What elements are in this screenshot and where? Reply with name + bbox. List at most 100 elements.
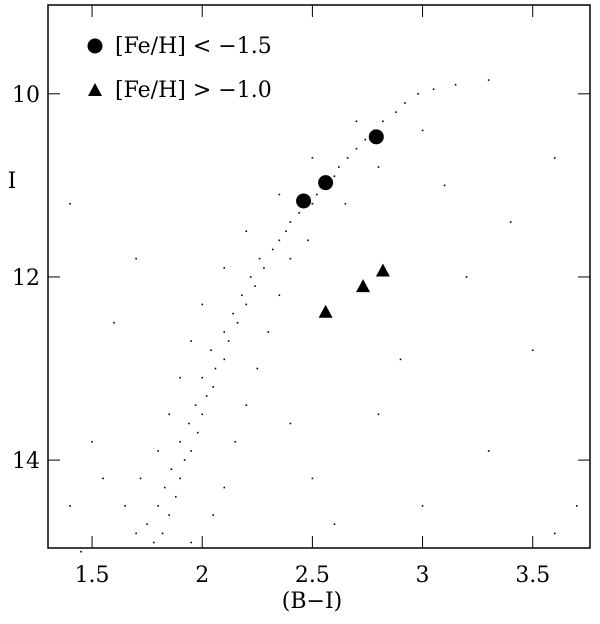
field-star (212, 386, 215, 388)
field-star (194, 404, 197, 406)
circle-point (368, 129, 384, 145)
field-star (245, 230, 248, 232)
field-star (395, 111, 397, 113)
field-star (254, 285, 256, 287)
field-star (487, 79, 490, 81)
field-star (487, 450, 490, 452)
field-star (139, 477, 142, 480)
field-star (344, 202, 347, 205)
field-star (161, 532, 164, 535)
field-star (271, 248, 274, 251)
field-star (168, 514, 170, 516)
field-star (443, 184, 446, 187)
field-star (278, 294, 281, 297)
field-star (157, 505, 159, 507)
x-axis-label: (B−I) (282, 589, 342, 614)
y-tick-label: 12 (12, 266, 40, 291)
field-star (223, 331, 226, 333)
field-star (174, 495, 177, 498)
field-star (382, 120, 384, 123)
field-star (205, 395, 208, 397)
field-star (190, 541, 193, 544)
field-star (465, 276, 468, 278)
field-star (135, 257, 137, 260)
field-star (333, 523, 336, 525)
field-star (91, 440, 93, 443)
field-star (179, 376, 181, 379)
field-star (168, 413, 170, 416)
field-star (245, 303, 248, 306)
field-star (183, 459, 186, 461)
field-star (135, 532, 137, 535)
field-star (311, 477, 314, 480)
field-star (201, 303, 204, 306)
field-star (223, 267, 226, 269)
field-star (355, 120, 358, 123)
field-star (102, 477, 104, 480)
field-star (417, 93, 419, 95)
field-star (188, 422, 190, 425)
y-tick-label: 14 (12, 449, 40, 474)
field-star (197, 431, 199, 434)
field-star (267, 331, 270, 333)
field-star (179, 440, 181, 443)
field-star (311, 202, 314, 205)
field-star (249, 276, 252, 278)
field-star (201, 413, 204, 416)
field-star (241, 294, 243, 297)
field-star (157, 450, 159, 452)
field-star (223, 486, 226, 489)
field-star (201, 376, 204, 379)
field-star (236, 321, 239, 324)
field-star (285, 230, 287, 232)
field-star (575, 505, 578, 507)
field-star (346, 157, 349, 159)
field-star (454, 83, 457, 86)
field-star (289, 221, 292, 223)
field-star (364, 138, 367, 141)
legend-marker (87, 38, 103, 54)
field-star (256, 367, 259, 370)
field-star (311, 157, 314, 159)
field-star (432, 88, 435, 91)
field-star (278, 193, 281, 196)
field-star (509, 221, 512, 223)
field-star (355, 147, 358, 150)
field-star (210, 349, 212, 352)
field-star (333, 175, 336, 178)
field-star (307, 239, 309, 242)
circle-point (296, 193, 312, 209)
field-star (232, 312, 234, 315)
field-star (289, 257, 292, 260)
field-star (245, 404, 248, 406)
field-star (212, 514, 215, 516)
field-star (298, 212, 300, 214)
field-star (377, 166, 380, 168)
field-star (190, 450, 193, 452)
field-star (421, 505, 424, 507)
field-star (338, 166, 340, 168)
field-star (531, 349, 534, 352)
field-star (80, 550, 82, 553)
field-star (404, 102, 406, 104)
circle-point (318, 175, 334, 191)
field-star (263, 267, 265, 269)
field-star (553, 532, 556, 535)
field-star (146, 523, 148, 525)
field-star (69, 505, 71, 507)
field-star (179, 477, 181, 480)
field-star (152, 541, 155, 544)
triangle-point (318, 304, 333, 318)
field-star (124, 505, 126, 507)
field-star (258, 257, 261, 260)
field-star (163, 486, 166, 489)
field-star (377, 413, 380, 416)
field-star (113, 321, 115, 324)
field-star (234, 440, 237, 443)
field-star (190, 340, 193, 342)
y-axis-label: I (8, 169, 17, 194)
triangle-point (356, 279, 371, 293)
field-star (214, 367, 217, 370)
field-star (399, 358, 402, 361)
